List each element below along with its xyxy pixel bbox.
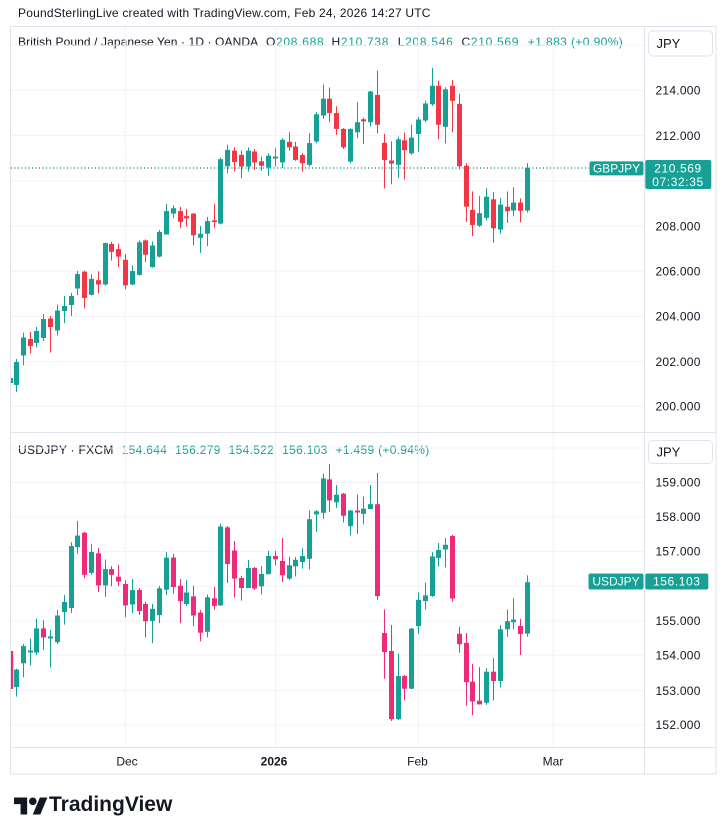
svg-text:152.000: 152.000 bbox=[656, 718, 701, 732]
svg-text:07:32:35: 07:32:35 bbox=[652, 175, 704, 189]
svg-text:JPY: JPY bbox=[657, 36, 681, 51]
svg-text:212.000: 212.000 bbox=[656, 129, 701, 143]
svg-text:158.000: 158.000 bbox=[656, 510, 701, 524]
svg-text:Mar: Mar bbox=[543, 755, 564, 769]
svg-text:156.103: 156.103 bbox=[653, 575, 701, 589]
svg-text:204.000: 204.000 bbox=[656, 310, 701, 324]
svg-text:208.000: 208.000 bbox=[656, 219, 701, 233]
svg-text:157.000: 157.000 bbox=[656, 545, 701, 559]
svg-text:155.000: 155.000 bbox=[656, 614, 701, 628]
svg-text:2026: 2026 bbox=[261, 755, 288, 769]
svg-text:Dec: Dec bbox=[116, 755, 137, 769]
svg-text:GBPJPY: GBPJPY bbox=[593, 161, 640, 175]
svg-text:JPY: JPY bbox=[657, 445, 681, 460]
svg-text:206.000: 206.000 bbox=[656, 265, 701, 279]
svg-text:153.000: 153.000 bbox=[656, 684, 701, 698]
svg-text:214.000: 214.000 bbox=[656, 84, 701, 98]
svg-text:159.000: 159.000 bbox=[656, 476, 701, 490]
svg-text:202.000: 202.000 bbox=[656, 355, 701, 369]
svg-text:USDJPY: USDJPY bbox=[592, 575, 639, 589]
svg-text:154.000: 154.000 bbox=[656, 649, 701, 663]
svg-text:210.569: 210.569 bbox=[654, 162, 702, 176]
svg-text:200.000: 200.000 bbox=[656, 399, 701, 413]
svg-text:Feb: Feb bbox=[407, 755, 428, 769]
